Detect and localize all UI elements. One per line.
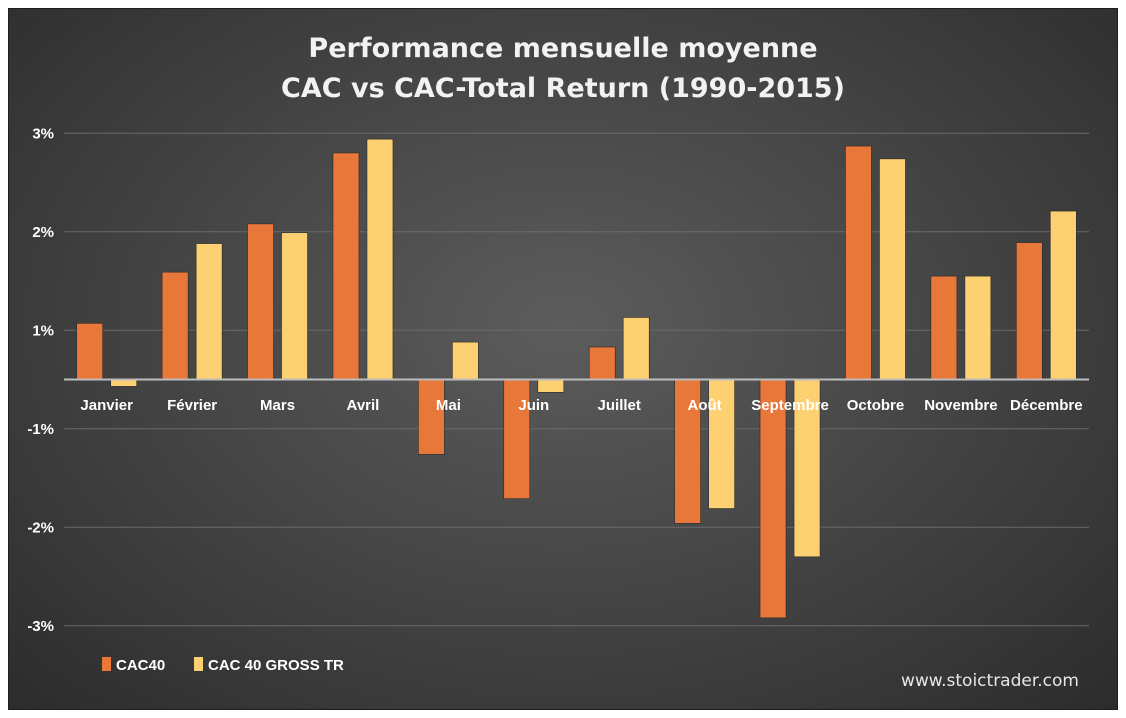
bar-cac40-gross-tr bbox=[366, 138, 394, 380]
legend: CAC40 CAC 40 GROSS TR bbox=[102, 657, 344, 674]
chart-frame: Performance mensuelle moyenne CAC vs CAC… bbox=[8, 8, 1118, 710]
bar-cac40-gross-tr bbox=[195, 243, 223, 380]
bar-cac40 bbox=[247, 223, 274, 380]
legend-swatch-cac40-gross-tr bbox=[194, 657, 203, 671]
y-tick-label: 1% bbox=[32, 322, 54, 339]
category-label: Avril bbox=[347, 397, 380, 414]
bar-cac40-gross-tr bbox=[281, 232, 308, 380]
bar-cac40 bbox=[930, 275, 958, 380]
bar-cac40-gross-tr bbox=[1049, 210, 1077, 380]
legend-label-cac40-gross-tr: CAC 40 GROSS TR bbox=[208, 657, 344, 674]
bar-cac40 bbox=[332, 152, 360, 380]
category-label: Juillet bbox=[598, 397, 641, 414]
bar-cac40-gross-tr bbox=[708, 379, 735, 509]
category-label: Août bbox=[688, 397, 722, 414]
bar-cac40 bbox=[588, 346, 616, 380]
bars bbox=[76, 138, 1077, 619]
category-label: Octobre bbox=[847, 397, 905, 414]
y-tick-label: -1% bbox=[27, 421, 54, 438]
grid-lines bbox=[64, 132, 1089, 627]
y-tick-label: 2% bbox=[32, 224, 54, 241]
y-tick-label: -2% bbox=[27, 519, 54, 536]
category-label: Décembre bbox=[1010, 397, 1083, 414]
bar-cac40-gross-tr bbox=[452, 341, 479, 380]
bar-cac40 bbox=[674, 379, 701, 524]
category-labels: Janvier Février Mars Avril Mai Juin Juillet Aoû… bbox=[80, 397, 1082, 414]
category-label: Mai bbox=[436, 397, 461, 414]
bar-cac40 bbox=[1015, 242, 1043, 380]
bar-cac40-gross-tr bbox=[793, 379, 821, 558]
category-label: Février bbox=[167, 397, 217, 414]
watermark: www.stoictrader.com bbox=[901, 671, 1079, 691]
legend-label-cac40: CAC40 bbox=[116, 657, 165, 674]
bar-cac40 bbox=[161, 271, 189, 380]
bar-cac40 bbox=[418, 379, 445, 455]
bar-cac40 bbox=[759, 379, 787, 619]
bar-cac40-gross-tr bbox=[537, 379, 565, 393]
category-label: Septembre bbox=[751, 397, 829, 414]
category-label: Juin bbox=[518, 397, 549, 414]
legend-swatch-cac40 bbox=[102, 657, 111, 671]
bar-cac40 bbox=[845, 145, 872, 380]
y-tick-label: -3% bbox=[27, 618, 54, 635]
y-tick-label: 3% bbox=[32, 125, 54, 142]
bar-cac40-gross-tr bbox=[879, 158, 906, 380]
category-label: Janvier bbox=[80, 397, 133, 414]
chart-svg: Performance mensuelle moyenne CAC vs CAC… bbox=[27, 33, 1089, 691]
category-label: Mars bbox=[260, 397, 295, 414]
bar-cac40 bbox=[76, 323, 104, 380]
bar-cac40-gross-tr bbox=[622, 317, 650, 380]
y-axis-ticks: 3% 2% 1% -1% -2% -3% bbox=[27, 125, 54, 635]
chart-title-line-2: CAC vs CAC-Total Return (1990-2015) bbox=[281, 73, 845, 104]
bar-cac40-gross-tr bbox=[964, 275, 992, 380]
category-label: Novembre bbox=[924, 397, 997, 414]
chart-title-line-1: Performance mensuelle moyenne bbox=[308, 33, 817, 64]
bar-cac40-gross-tr bbox=[110, 379, 138, 387]
